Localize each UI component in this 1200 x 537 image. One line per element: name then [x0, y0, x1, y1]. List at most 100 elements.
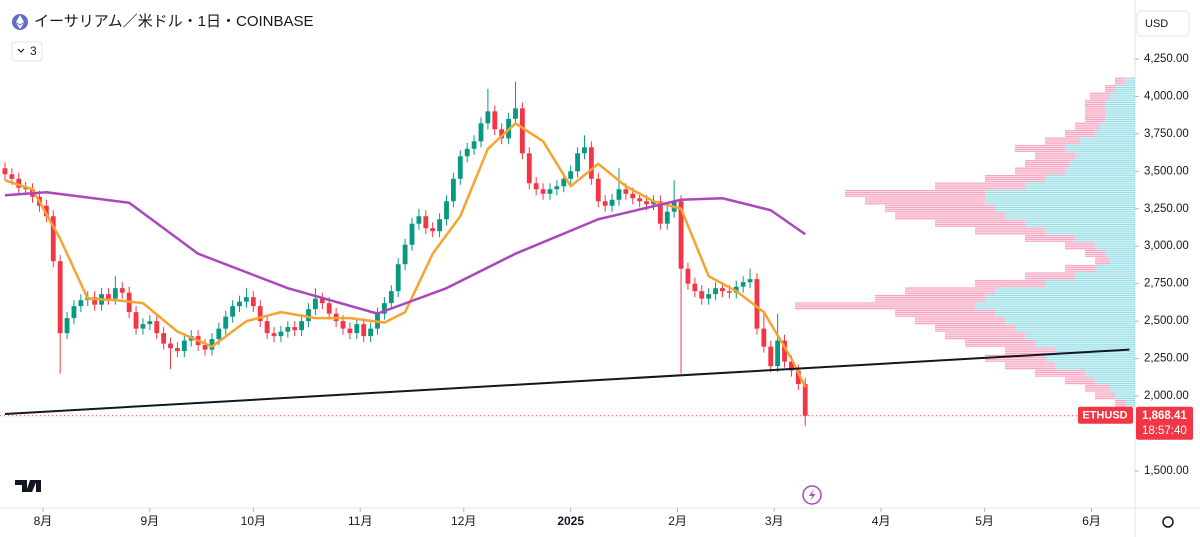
profile-up	[1070, 160, 1135, 162]
profile-down	[865, 199, 985, 201]
profile-up	[1005, 212, 1135, 214]
eth-glyph	[16, 15, 24, 29]
candle-body	[416, 216, 422, 224]
plot-area	[2, 81, 1130, 427]
profile-down	[1015, 167, 1065, 169]
profile-up	[1075, 278, 1135, 280]
profile-down	[1115, 401, 1125, 403]
profile-down	[935, 223, 1025, 226]
profile-up	[1125, 405, 1135, 407]
candle-body	[168, 343, 173, 349]
profile-down	[1085, 111, 1105, 113]
profile-down	[1035, 158, 1075, 160]
profile-up	[1110, 257, 1135, 259]
profile-down	[1065, 130, 1095, 132]
candle-body	[602, 201, 608, 206]
profile-down	[1005, 352, 1055, 355]
profile-up	[1095, 135, 1135, 137]
profile-down	[1085, 115, 1105, 117]
profile-up	[1025, 186, 1135, 188]
profile-down	[985, 360, 1045, 362]
candle-body	[57, 261, 63, 334]
profile-up	[1125, 81, 1135, 83]
profile-down	[1115, 77, 1125, 79]
profile-down	[1035, 156, 1075, 158]
volume-profile	[795, 77, 1135, 407]
currency-button[interactable]	[1136, 10, 1190, 37]
profile-up	[1065, 169, 1135, 171]
profile-down	[1025, 161, 1070, 164]
profile-up	[1115, 85, 1135, 87]
profile-up	[1125, 399, 1135, 402]
profile-up	[1105, 118, 1135, 121]
profile-up	[1105, 107, 1135, 109]
profile-up	[995, 210, 1135, 212]
profile-down	[1025, 274, 1075, 276]
profile-up	[1105, 253, 1135, 255]
profile-down	[1085, 253, 1105, 255]
profile-down	[865, 197, 985, 199]
candle-body	[547, 189, 553, 194]
profile-up	[1095, 377, 1135, 379]
profile-up	[1095, 268, 1135, 270]
profile-down	[1015, 173, 1065, 175]
profile-down	[795, 308, 975, 310]
profile-down	[1105, 88, 1115, 91]
candle-body	[754, 279, 760, 329]
candle-body	[533, 183, 539, 190]
profile-up	[1095, 244, 1135, 246]
profile-down	[875, 298, 985, 300]
candle-body	[685, 268, 691, 284]
profile-down	[1090, 98, 1110, 100]
profile-up	[1110, 94, 1135, 96]
profile-up	[1095, 270, 1135, 272]
indicator-toggle[interactable]	[11, 41, 43, 62]
profile-down	[1005, 364, 1055, 366]
profile-up	[1070, 165, 1135, 167]
candle-body	[595, 178, 601, 202]
candle-body	[326, 303, 332, 314]
candle-body	[678, 201, 684, 269]
profile-down	[1085, 105, 1105, 107]
profile-down	[1065, 270, 1095, 272]
y-tick-label: 3,750.00	[1144, 128, 1189, 140]
profile-down	[1065, 246, 1095, 248]
candle-body	[50, 216, 56, 262]
price-label: 1,868.41	[1142, 410, 1187, 422]
profile-up	[995, 204, 1135, 207]
profile-up	[1075, 154, 1135, 156]
profile-down	[1025, 163, 1070, 166]
profile-up	[1085, 375, 1135, 377]
profile-up	[1070, 163, 1135, 166]
profile-down	[1045, 139, 1080, 141]
profile-up	[995, 309, 1135, 312]
candle-body	[747, 279, 753, 283]
candle-body	[43, 205, 49, 217]
profile-down	[1065, 135, 1095, 137]
profile-up	[1005, 216, 1135, 218]
profile-up	[1045, 175, 1135, 177]
settings-icon[interactable]	[1162, 516, 1174, 528]
profile-down	[1085, 116, 1105, 119]
candle-body	[444, 201, 449, 220]
chevron	[17, 48, 25, 53]
profile-up	[1045, 229, 1135, 231]
profile-down	[965, 345, 1035, 347]
profile-down	[965, 343, 1035, 345]
profile-up	[1045, 285, 1135, 287]
profile-up	[985, 197, 1135, 199]
profile-up	[1125, 77, 1135, 79]
profile-down	[1115, 83, 1125, 85]
y-tick-label: 1,500.00	[1144, 465, 1189, 477]
profile-down	[985, 178, 1045, 181]
candle-body	[795, 370, 801, 385]
profile-up	[985, 201, 1135, 203]
candle-body	[740, 282, 746, 287]
symbol-label: ETHUSD	[1082, 410, 1127, 422]
profile-down	[935, 186, 1025, 188]
profile-up	[995, 291, 1135, 293]
profile-down	[1065, 244, 1095, 246]
candle-body	[209, 339, 215, 350]
candle-body	[306, 309, 311, 322]
